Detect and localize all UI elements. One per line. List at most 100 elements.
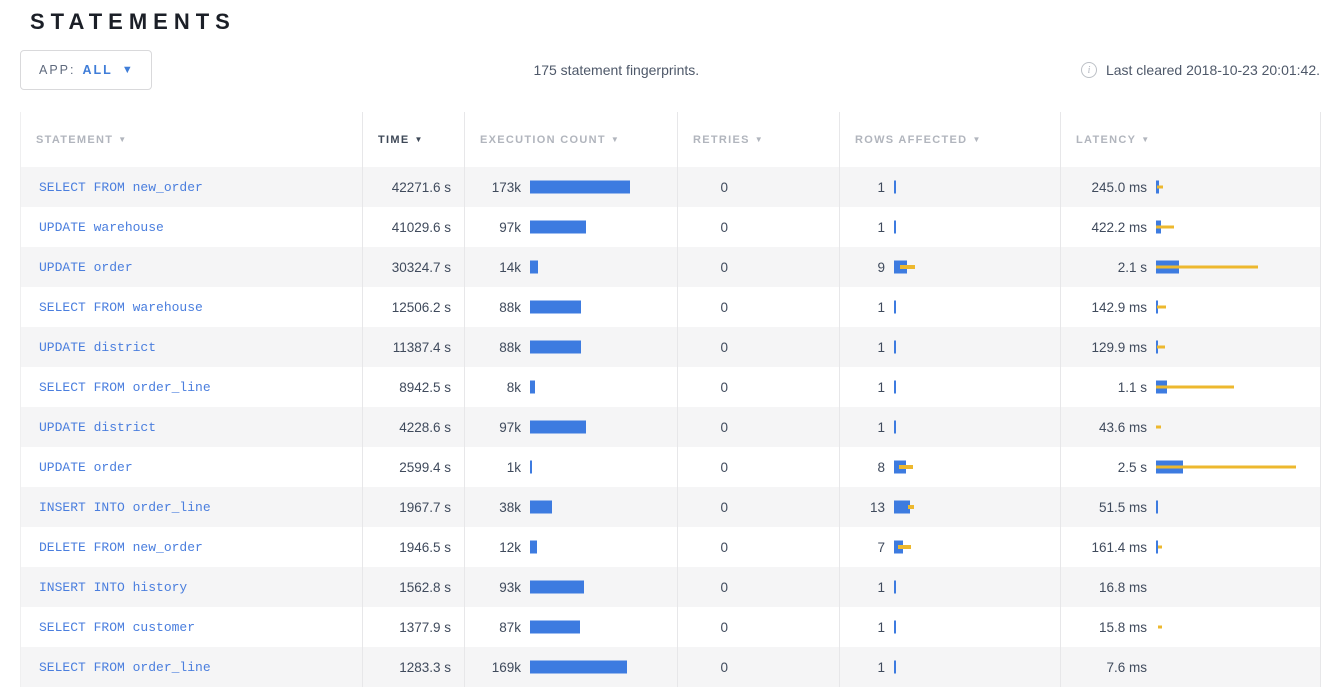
cell-time: 11387.4 s xyxy=(362,327,465,367)
column-header-count[interactable]: EXECUTION COUNT ▼ xyxy=(464,112,678,167)
cell-execution-count: 97k xyxy=(464,207,678,247)
execution-count-value: 8k xyxy=(506,379,521,395)
latency-minichart: 15.8 ms xyxy=(1061,619,1320,635)
latency-bars xyxy=(1156,499,1320,515)
cell-retries: 0 xyxy=(677,527,840,567)
cell-rows-affected: 8 xyxy=(839,447,1061,487)
latency-bars xyxy=(1156,299,1320,315)
statement-link[interactable]: UPDATE warehouse xyxy=(39,220,164,235)
statement-link[interactable]: DELETE FROM new_order xyxy=(39,540,203,555)
latency-minichart: 161.4 ms xyxy=(1061,539,1320,555)
column-header-label: RETRIES xyxy=(693,133,750,146)
statement-link[interactable]: SELECT FROM order_line xyxy=(39,380,211,395)
rows-affected-stddev-bar xyxy=(908,505,914,509)
latency-bars xyxy=(1156,219,1320,235)
cell-time: 1967.7 s xyxy=(362,487,465,527)
cell-retries: 0 xyxy=(677,607,840,647)
column-header-latency[interactable]: LATENCY ▼ xyxy=(1060,112,1321,167)
latency-value: 2.1 s xyxy=(1117,259,1147,275)
execution-count-bars xyxy=(530,379,677,395)
retries-bars xyxy=(737,659,839,675)
retries-value: 0 xyxy=(720,259,728,275)
cell-execution-count: 12k xyxy=(464,527,678,567)
retries-bars xyxy=(737,619,839,635)
latency-stddev-bar xyxy=(1156,465,1296,469)
last-cleared-text: Last cleared 2018-10-23 20:01:42. xyxy=(1105,62,1320,78)
app-filter-dropdown[interactable]: APP: ALL ▼ xyxy=(20,50,152,90)
latency-value: 7.6 ms xyxy=(1106,659,1147,675)
execution-count-bars xyxy=(530,259,677,275)
execution-count-minichart: 1k xyxy=(465,459,677,475)
cell-latency: 15.8 ms xyxy=(1060,607,1321,647)
cell-time: 1283.3 s xyxy=(362,647,465,687)
latency-value: 43.6 ms xyxy=(1098,419,1147,435)
info-icon[interactable]: i xyxy=(1080,62,1097,78)
execution-count-bars xyxy=(530,619,677,635)
cell-time: 8942.5 s xyxy=(362,367,465,407)
rows-affected-minichart: 9 xyxy=(840,259,1060,275)
retries-value: 0 xyxy=(720,179,728,195)
cell-retries: 0 xyxy=(677,367,840,407)
column-header-statement[interactable]: STATEMENT ▼ xyxy=(20,112,363,167)
cell-latency: 2.5 s xyxy=(1060,447,1321,487)
column-header-time[interactable]: TIME ▼ xyxy=(362,112,465,167)
execution-count-minichart: 173k xyxy=(465,179,677,195)
retries-value: 0 xyxy=(720,299,728,315)
rows-affected-value: 1 xyxy=(877,579,885,595)
statement-link[interactable]: UPDATE district xyxy=(39,420,157,435)
retries-minichart: 0 xyxy=(678,619,839,635)
retries-bars xyxy=(737,579,839,595)
rows-affected-value: 8 xyxy=(877,459,885,475)
rows-affected-value: 9 xyxy=(877,259,885,275)
latency-stddev-bar xyxy=(1156,385,1234,389)
sort-arrow-icon: ▼ xyxy=(754,134,764,144)
execution-count-minichart: 38k xyxy=(465,499,677,515)
latency-value: 51.5 ms xyxy=(1098,499,1147,515)
latency-minichart: 2.5 s xyxy=(1061,459,1320,475)
retries-value: 0 xyxy=(720,499,728,515)
latency-value: 161.4 ms xyxy=(1091,539,1147,555)
statement-link[interactable]: UPDATE order xyxy=(39,460,133,475)
table-row: SELECT FROM warehouse 12506.2 s 88k 0 1 142.9… xyxy=(20,287,1321,327)
cell-time: 1377.9 s xyxy=(362,607,465,647)
cell-statement: SELECT FROM customer xyxy=(20,607,363,647)
rows-affected-value: 1 xyxy=(877,299,885,315)
cell-rows-affected: 1 xyxy=(839,167,1061,207)
cell-execution-count: 38k xyxy=(464,487,678,527)
execution-count-value: 14k xyxy=(499,259,521,275)
cell-execution-count: 169k xyxy=(464,647,678,687)
retries-value: 0 xyxy=(720,459,728,475)
cell-statement: DELETE FROM new_order xyxy=(20,527,363,567)
latency-bars xyxy=(1156,659,1320,675)
cell-latency: 161.4 ms xyxy=(1060,527,1321,567)
statement-link[interactable]: UPDATE district xyxy=(39,340,157,355)
column-header-retries[interactable]: RETRIES ▼ xyxy=(677,112,840,167)
rows-affected-bars xyxy=(894,619,1060,635)
rows-affected-mean-bar xyxy=(894,580,896,594)
cell-time: 2599.4 s xyxy=(362,447,465,487)
statement-link[interactable]: SELECT FROM customer xyxy=(39,620,196,635)
execution-count-value: 38k xyxy=(499,499,521,515)
latency-value: 422.2 ms xyxy=(1091,219,1147,235)
statement-link[interactable]: SELECT FROM new_order xyxy=(39,180,203,195)
table-row: SELECT FROM order_line 1283.3 s 169k 0 1 7.6 … xyxy=(20,647,1321,687)
rows-affected-bars xyxy=(894,659,1060,675)
rows-affected-stddev-bar xyxy=(900,265,915,269)
statement-link[interactable]: UPDATE order xyxy=(39,260,133,275)
retries-minichart: 0 xyxy=(678,259,839,275)
statement-link[interactable]: INSERT INTO history xyxy=(39,580,188,595)
latency-stddev-bar xyxy=(1158,625,1162,629)
execution-count-value: 87k xyxy=(499,619,521,635)
statement-link[interactable]: SELECT FROM order_line xyxy=(39,660,211,675)
rows-affected-minichart: 13 xyxy=(840,499,1060,515)
latency-bars xyxy=(1156,619,1320,635)
statement-link[interactable]: SELECT FROM warehouse xyxy=(39,300,203,315)
statement-link[interactable]: INSERT INTO order_line xyxy=(39,500,211,515)
cell-time: 30324.7 s xyxy=(362,247,465,287)
execution-count-value: 1k xyxy=(506,459,521,475)
rows-affected-mean-bar xyxy=(894,420,896,434)
cell-statement: INSERT INTO order_line xyxy=(20,487,363,527)
column-header-rows[interactable]: ROWS AFFECTED ▼ xyxy=(839,112,1061,167)
cell-statement: UPDATE district xyxy=(20,327,363,367)
statements-table: STATEMENT ▼ TIME ▼ EXECUTION COUNT ▼ RETRIES ▼ R… xyxy=(20,112,1321,687)
